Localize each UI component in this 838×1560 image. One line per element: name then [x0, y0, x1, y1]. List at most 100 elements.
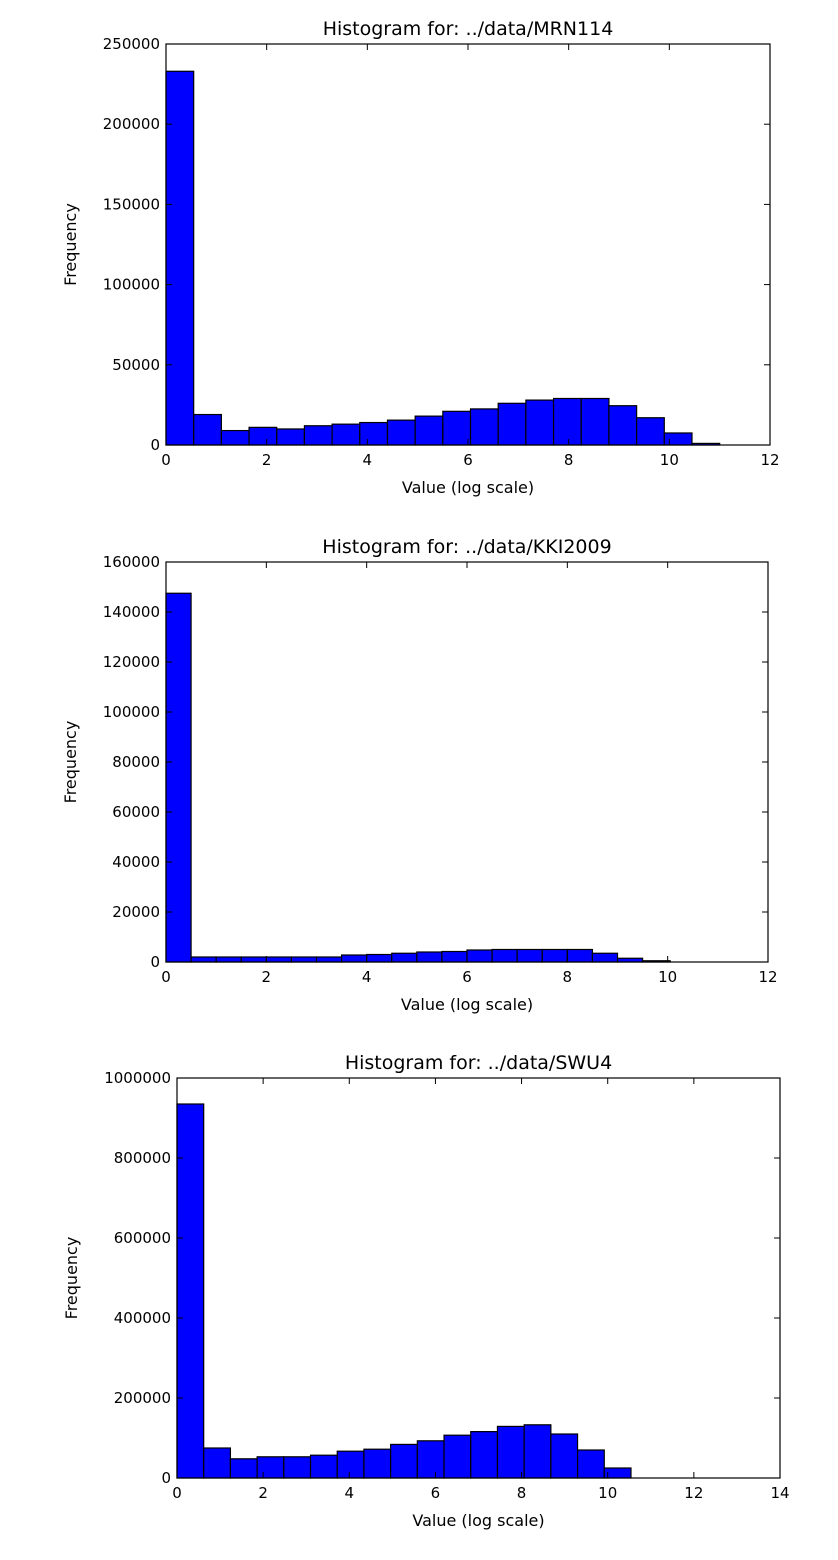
x-tick-label: 6	[431, 1484, 441, 1502]
x-tick-label: 6	[462, 968, 472, 986]
histogram-bar	[491, 948, 518, 963]
y-tick-label: 100000	[103, 276, 160, 294]
histogram-bar	[470, 1430, 499, 1479]
histogram-bar	[541, 948, 568, 963]
histogram-bars	[176, 1103, 632, 1479]
y-tick-label: 100000	[103, 703, 160, 721]
histogram-bar	[414, 415, 444, 446]
histogram-bar	[366, 953, 393, 963]
histogram-bar	[391, 952, 418, 963]
histogram-bar	[416, 1440, 445, 1479]
histogram-bar	[203, 1447, 232, 1479]
histogram-bar	[636, 417, 665, 446]
y-tick-label: 0	[150, 953, 160, 971]
histogram-bar	[416, 951, 443, 963]
histogram-bar	[190, 956, 217, 963]
histogram-bar	[359, 421, 389, 446]
histogram-panel-2: 0 2 4 6 8 10 12 0 20000 40000 60000 80000 100000 1200…	[61, 536, 778, 1014]
histogram-bar	[276, 428, 306, 446]
histogram-bar	[580, 397, 610, 446]
histogram-bar	[303, 425, 333, 446]
x-tick-label: 6	[463, 451, 473, 469]
y-tick-label: 0	[161, 1469, 171, 1487]
histogram-bar	[220, 429, 250, 446]
y-tick-label: 400000	[114, 1309, 171, 1327]
y-tick-label: 150000	[103, 195, 160, 213]
histogram-bar	[443, 1434, 472, 1479]
axes-frame	[176, 1077, 781, 1479]
x-tick-label: 8	[563, 968, 573, 986]
x-tick-label: 12	[684, 1484, 703, 1502]
histogram-bar	[566, 948, 594, 963]
histogram-bar	[256, 1456, 285, 1479]
chart-title: Histogram for: ../data/SWU4	[345, 1052, 612, 1074]
histogram-bar	[215, 956, 242, 963]
histogram-bar	[386, 419, 416, 446]
x-tick-label: 8	[564, 451, 574, 469]
histogram-bar	[525, 399, 555, 446]
histogram-bar	[193, 413, 222, 446]
histogram-bar	[176, 1103, 205, 1479]
histogram-bar	[165, 70, 195, 446]
y-tick-label: 200000	[103, 115, 160, 133]
histogram-bar	[550, 1433, 579, 1479]
y-tick-label: 20000	[112, 903, 160, 921]
x-tick-label: 12	[758, 968, 777, 986]
x-tick-label: 4	[345, 1484, 355, 1502]
histogram-bar	[265, 956, 293, 963]
histogram-bar	[608, 405, 638, 446]
histogram-bar	[240, 956, 267, 963]
x-tick-label: 4	[363, 451, 373, 469]
histogram-bar	[309, 1454, 338, 1479]
x-tick-label: 0	[172, 1484, 182, 1502]
y-tick-label: 60000	[112, 803, 160, 821]
x-tick-label: 10	[660, 451, 679, 469]
x-tick-label: 0	[161, 451, 171, 469]
histogram-bar	[340, 954, 368, 963]
histogram-panel-3: 0 2 4 6 8 10 12 14 0 200000 400000 600000 800000 1000…	[62, 1052, 790, 1530]
y-axis-label: Frequency	[61, 721, 80, 804]
x-tick-label: 8	[517, 1484, 527, 1502]
y-tick-label: 1000000	[104, 1069, 171, 1087]
y-tick-label: 40000	[112, 853, 160, 871]
histogram-bar	[336, 1450, 365, 1479]
histogram-bar	[390, 1443, 418, 1479]
histogram-bar	[248, 426, 278, 446]
y-tick-label: 140000	[103, 603, 160, 621]
histogram-bar	[469, 408, 499, 446]
histogram-bar	[552, 397, 582, 446]
x-tick-label: 0	[161, 968, 171, 986]
x-tick-label: 14	[770, 1484, 789, 1502]
histogram-bar	[576, 1449, 605, 1479]
y-tick-label: 120000	[103, 653, 160, 671]
x-tick-label: 2	[262, 451, 272, 469]
y-tick-label: 600000	[114, 1229, 171, 1247]
histogram-bar	[165, 592, 192, 963]
y-tick-label: 50000	[112, 356, 160, 374]
histogram-bar	[523, 1424, 552, 1479]
histogram-bar	[229, 1458, 258, 1479]
histogram-bar	[516, 948, 543, 963]
x-tick-label: 12	[760, 451, 779, 469]
histogram-bar	[331, 423, 361, 446]
histogram-bar	[441, 950, 468, 963]
histogram-bar	[496, 1425, 525, 1479]
histogram-bar	[363, 1448, 392, 1479]
histogram-bar	[603, 1467, 632, 1479]
histogram-bars	[165, 592, 671, 963]
axes-frame	[165, 43, 771, 446]
y-tick-label: 200000	[114, 1389, 171, 1407]
x-axis-label: Value (log scale)	[401, 995, 533, 1014]
histogram-bar	[466, 949, 493, 963]
y-axis-label: Frequency	[61, 203, 80, 286]
histogram-bar	[290, 956, 318, 963]
chart-title: Histogram for: ../data/MRN114	[323, 18, 614, 40]
histogram-panel-1: 0 2 4 6 8 10 12 0 50000 100000 150000 200000 250000 H…	[61, 18, 780, 497]
x-axis-label: Value (log scale)	[402, 478, 534, 497]
histogram-bar	[442, 410, 472, 446]
histogram-bar	[283, 1456, 312, 1479]
axes-frame	[165, 561, 769, 963]
y-tick-label: 800000	[114, 1149, 171, 1167]
y-tick-label: 80000	[112, 753, 160, 771]
